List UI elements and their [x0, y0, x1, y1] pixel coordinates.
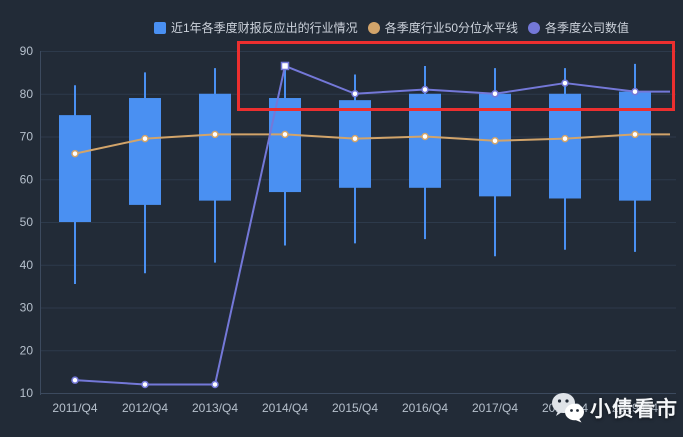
watermark: 小债看市 [551, 392, 678, 423]
wechat-icon [552, 393, 584, 423]
svg-text:50: 50 [20, 215, 34, 229]
svg-text:2017/Q4: 2017/Q4 [472, 401, 518, 415]
legend-label-company-value: 各季度公司数值 [545, 21, 630, 35]
svg-text:10: 10 [20, 386, 34, 400]
y-axis-labels: 10 20 30 40 50 60 70 80 90 [20, 44, 34, 400]
svg-text:2015/Q4: 2015/Q4 [332, 401, 378, 415]
svg-text:40: 40 [20, 258, 34, 272]
chart-legend: 近1年各季度财报反应出的行业情况 各季度行业50分位水平线 各季度公司数值 [154, 19, 629, 36]
legend-item-industry-range[interactable]: 近1年各季度财报反应出的行业情况 [154, 19, 358, 36]
svg-text:2011/Q4: 2011/Q4 [52, 401, 97, 415]
legend-item-median-line[interactable]: 各季度行业50分位水平线 [367, 19, 519, 36]
svg-text:30: 30 [20, 301, 34, 315]
purple-circle-icon [528, 21, 541, 34]
svg-text:20: 20 [20, 343, 34, 357]
svg-text:80: 80 [20, 87, 34, 101]
orange-circle-icon [367, 21, 380, 34]
legend-label-median-line: 各季度行业50分位水平线 [384, 21, 519, 35]
watermark-text: 小债看市 [590, 397, 678, 421]
svg-text:90: 90 [20, 44, 34, 58]
svg-text:2014/Q4: 2014/Q4 [262, 401, 308, 415]
blue-square-icon [154, 21, 166, 34]
svg-text:2019/Q4: 2019/Q4 [612, 401, 658, 415]
svg-text:2013/Q4: 2013/Q4 [192, 401, 238, 415]
industry-median-line-series[interactable] [71, 130, 670, 158]
company-value-line-series[interactable] [71, 61, 670, 389]
legend-label-industry-range: 近1年各季度财报反应出的行业情况 [171, 21, 358, 35]
svg-text:2016/Q4: 2016/Q4 [402, 401, 448, 415]
svg-text:70: 70 [20, 130, 34, 144]
svg-text:60: 60 [20, 172, 34, 186]
svg-text:2012/Q4: 2012/Q4 [122, 401, 168, 415]
legend-item-company-value[interactable]: 各季度公司数值 [528, 19, 629, 36]
